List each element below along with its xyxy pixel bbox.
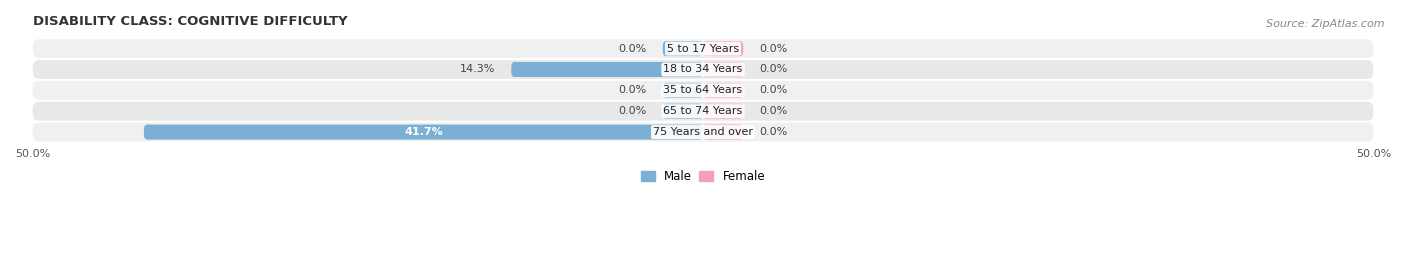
Text: 0.0%: 0.0% xyxy=(759,44,787,54)
Text: 75 Years and over: 75 Years and over xyxy=(652,127,754,137)
Text: 0.0%: 0.0% xyxy=(759,65,787,75)
Text: 5 to 17 Years: 5 to 17 Years xyxy=(666,44,740,54)
Text: 35 to 64 Years: 35 to 64 Years xyxy=(664,85,742,95)
Text: 18 to 34 Years: 18 to 34 Years xyxy=(664,65,742,75)
Text: 0.0%: 0.0% xyxy=(619,106,647,116)
FancyBboxPatch shape xyxy=(662,83,703,98)
Text: 0.0%: 0.0% xyxy=(759,127,787,137)
FancyBboxPatch shape xyxy=(703,125,744,140)
FancyBboxPatch shape xyxy=(32,81,1374,100)
FancyBboxPatch shape xyxy=(703,104,744,119)
Text: 0.0%: 0.0% xyxy=(759,85,787,95)
FancyBboxPatch shape xyxy=(703,41,744,56)
Text: DISABILITY CLASS: COGNITIVE DIFFICULTY: DISABILITY CLASS: COGNITIVE DIFFICULTY xyxy=(32,15,347,28)
Text: Source: ZipAtlas.com: Source: ZipAtlas.com xyxy=(1267,19,1385,29)
FancyBboxPatch shape xyxy=(662,104,703,119)
FancyBboxPatch shape xyxy=(32,102,1374,121)
Text: 14.3%: 14.3% xyxy=(460,65,495,75)
FancyBboxPatch shape xyxy=(662,41,703,56)
FancyBboxPatch shape xyxy=(512,62,703,77)
FancyBboxPatch shape xyxy=(143,125,703,140)
Text: 41.7%: 41.7% xyxy=(404,127,443,137)
Text: 0.0%: 0.0% xyxy=(619,44,647,54)
FancyBboxPatch shape xyxy=(703,83,744,98)
FancyBboxPatch shape xyxy=(32,123,1374,142)
Text: 0.0%: 0.0% xyxy=(619,85,647,95)
Text: 0.0%: 0.0% xyxy=(759,106,787,116)
FancyBboxPatch shape xyxy=(703,62,744,77)
Text: 65 to 74 Years: 65 to 74 Years xyxy=(664,106,742,116)
Legend: Male, Female: Male, Female xyxy=(636,165,770,188)
FancyBboxPatch shape xyxy=(32,39,1374,58)
FancyBboxPatch shape xyxy=(32,60,1374,79)
